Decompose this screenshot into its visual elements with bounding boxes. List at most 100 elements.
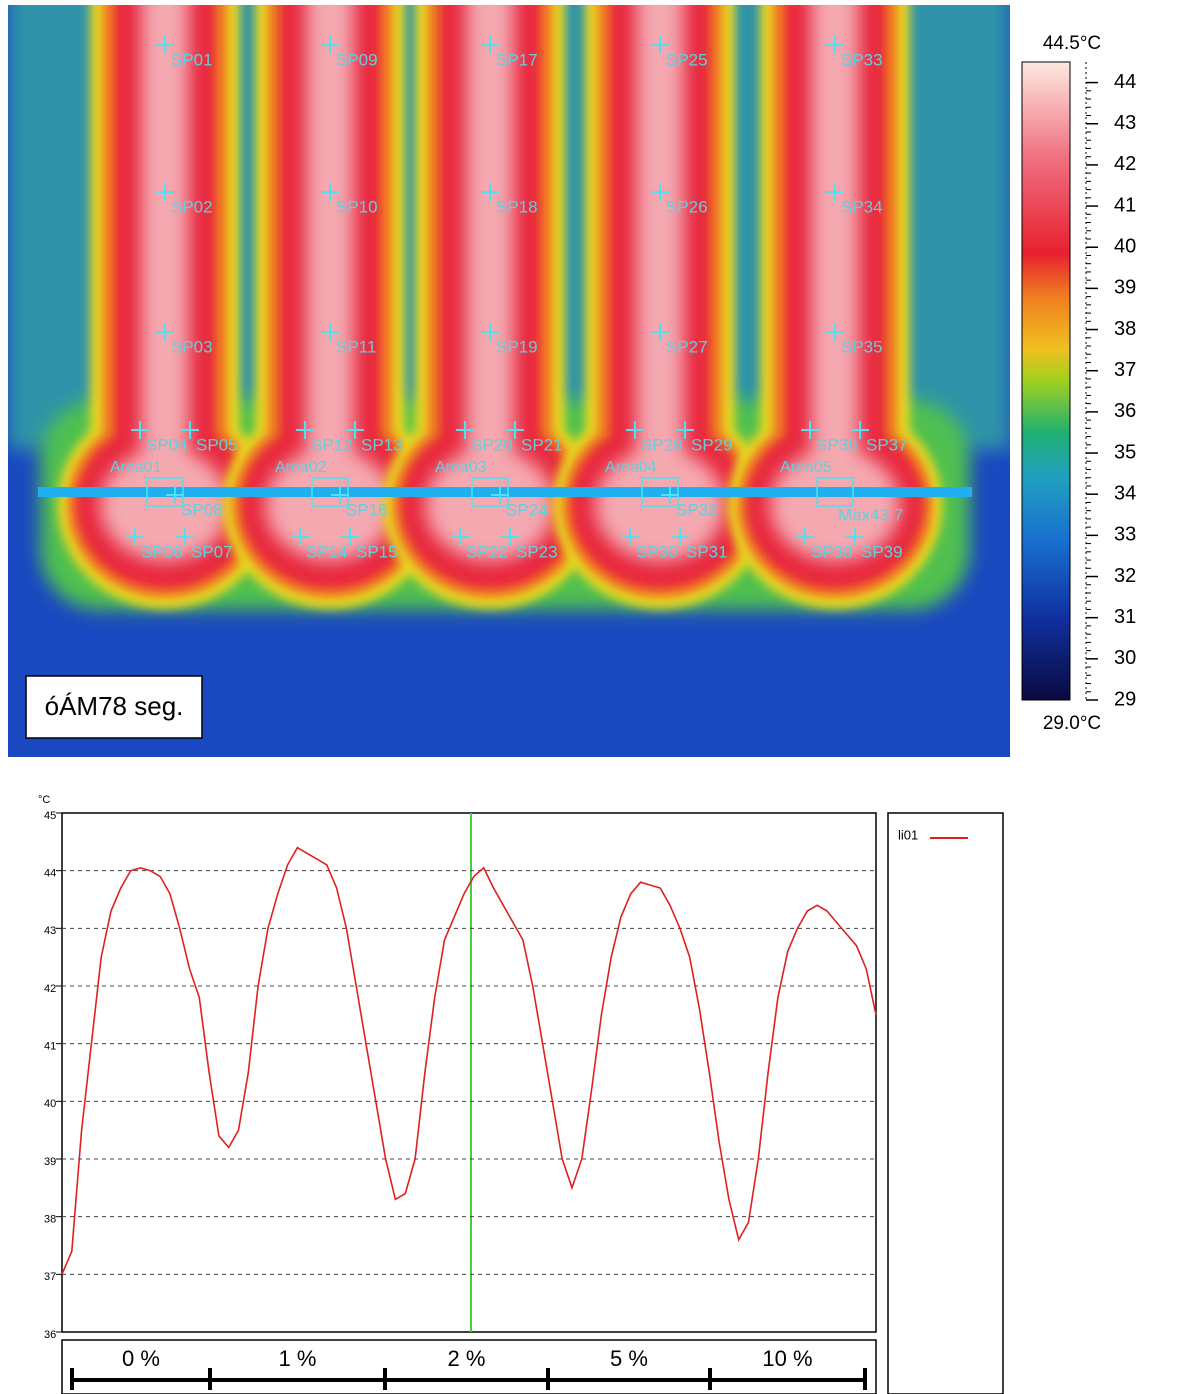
y-tick-label: 44 <box>44 868 56 880</box>
scale-tick-label: 31 <box>1114 606 1136 628</box>
spot-marker <box>651 323 669 341</box>
spot-marker <box>126 528 144 546</box>
scale-tick-label: 43 <box>1114 112 1136 134</box>
spot-label: SP05 <box>196 435 238 454</box>
finger-layer <box>770 5 900 562</box>
thermal-image <box>8 5 1010 757</box>
spot-marker <box>341 528 359 546</box>
scale-tick-label: 39 <box>1114 277 1136 299</box>
area-box <box>311 477 349 507</box>
spot-label: SP36 <box>816 435 858 454</box>
spot-marker <box>321 183 339 201</box>
spot-label: SP21 <box>521 435 563 454</box>
x-segment-label: 0 % <box>122 1346 160 1371</box>
y-axis-label: °C <box>38 794 50 806</box>
spot-marker <box>626 421 644 439</box>
spot-label: SP25 <box>666 50 708 69</box>
scale-tick-label: 42 <box>1114 153 1136 175</box>
spot-marker <box>166 486 184 504</box>
spot-marker <box>796 528 814 546</box>
spot-label: SP19 <box>496 337 538 356</box>
x-segment-label: 2 % <box>448 1346 486 1371</box>
spot-marker <box>851 421 869 439</box>
spot-label: SP08 <box>181 500 223 519</box>
area-label: Area02 <box>275 459 327 476</box>
spot-label: SP24 <box>506 500 548 519</box>
finger-stem <box>141 5 189 460</box>
spot-label: SP04 <box>146 435 188 454</box>
scale-tick-label: 38 <box>1114 318 1136 340</box>
scale-tick-label: 44 <box>1114 71 1136 93</box>
y-tick-label: 41 <box>44 1041 56 1053</box>
x-segment-label: 1 % <box>279 1346 317 1371</box>
spot-marker <box>181 421 199 439</box>
spot-marker <box>456 421 474 439</box>
spot-label: SP16 <box>346 500 388 519</box>
spot-marker <box>661 486 679 504</box>
area-label: Area03 <box>435 459 487 476</box>
spot-label: SP37 <box>866 435 908 454</box>
finger-stem <box>466 5 514 460</box>
spot-marker <box>156 323 174 341</box>
finger-layer <box>425 5 555 562</box>
spot-marker <box>156 36 174 54</box>
spot-label: SP13 <box>361 435 403 454</box>
finger-layer <box>265 5 395 562</box>
legend-box <box>887 812 1004 1394</box>
area-box <box>146 477 184 507</box>
spot-label: SP17 <box>496 50 538 69</box>
scale-tick-label: 29 <box>1114 688 1136 710</box>
color-scale <box>1021 61 1071 701</box>
time-box <box>25 675 203 739</box>
area-box <box>641 477 679 507</box>
spot-marker <box>846 528 864 546</box>
spot-label: SP32 <box>676 500 718 519</box>
spot-marker <box>676 421 694 439</box>
spot-label: SP39 <box>861 542 903 561</box>
scale-tick-label: 30 <box>1114 647 1136 669</box>
spot-label: SP22 <box>466 542 508 561</box>
y-tick-label: 45 <box>44 810 56 822</box>
finger-bulb <box>425 448 555 562</box>
spot-label: SP03 <box>171 337 213 356</box>
spot-label: SP27 <box>666 337 708 356</box>
spot-label: SP35 <box>841 337 883 356</box>
spot-label: SP02 <box>171 197 213 216</box>
y-tick-label: 38 <box>44 1214 56 1226</box>
finger-bulb <box>100 448 230 562</box>
spot-marker <box>296 421 314 439</box>
finger-layer <box>100 5 230 562</box>
spot-label: SP29 <box>691 435 733 454</box>
area-box <box>816 477 854 507</box>
spot-label: SP23 <box>516 542 558 561</box>
finger-bulb <box>595 448 725 562</box>
scale-tick-label: 33 <box>1114 524 1136 546</box>
scale-tick-label: 32 <box>1114 565 1136 587</box>
finger-bulb <box>770 448 900 562</box>
area-label: Area04 <box>605 459 657 476</box>
spot-label: SP20 <box>471 435 513 454</box>
spot-label: SP38 <box>811 542 853 561</box>
scale-tick-label: 40 <box>1114 236 1136 258</box>
legend-label: li01 <box>898 827 918 842</box>
area-box <box>471 477 509 507</box>
y-tick-label: 39 <box>44 1156 56 1168</box>
spot-marker <box>331 486 349 504</box>
scale-tick-label: 35 <box>1114 441 1136 463</box>
spot-marker <box>501 528 519 546</box>
finger-stem <box>306 5 354 460</box>
scale-tick-label: 41 <box>1114 194 1136 216</box>
spot-label: SP30 <box>636 542 678 561</box>
scale-tick-label: 36 <box>1114 400 1136 422</box>
x-segment-label: 5 % <box>610 1346 648 1371</box>
finger-stem <box>636 5 684 460</box>
area-label: Area01 <box>110 459 162 476</box>
spot-label: SP28 <box>641 435 683 454</box>
spot-marker <box>826 323 844 341</box>
spot-label: SP15 <box>356 542 398 561</box>
max-label: Max43.7 <box>838 505 903 524</box>
spot-marker <box>481 36 499 54</box>
scale-tick-label: 37 <box>1114 359 1136 381</box>
spot-marker <box>651 36 669 54</box>
